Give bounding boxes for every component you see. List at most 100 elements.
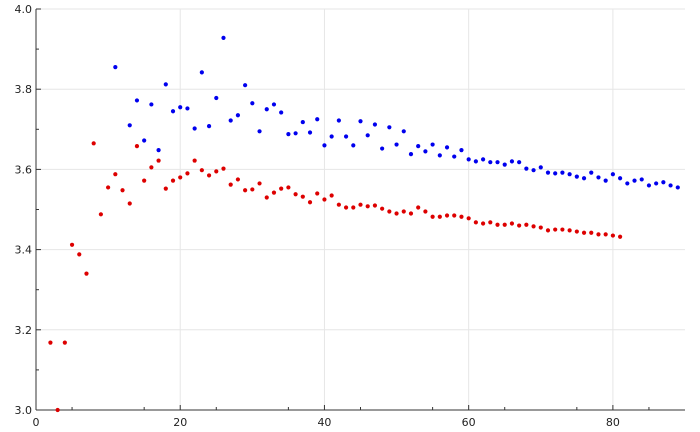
data-point	[408, 211, 414, 216]
data-point	[329, 193, 334, 198]
data-point	[322, 143, 327, 148]
data-point	[185, 171, 190, 176]
y-tick-label: 4.0	[15, 3, 33, 16]
data-point	[610, 233, 615, 238]
data-point	[502, 162, 507, 167]
data-point	[596, 232, 601, 237]
data-point	[271, 190, 277, 195]
data-point	[661, 180, 666, 185]
data-point	[444, 145, 450, 150]
series-1	[113, 35, 680, 190]
data-point	[243, 83, 248, 88]
data-point	[416, 144, 421, 149]
data-point	[307, 200, 313, 205]
data-point	[387, 125, 392, 130]
data-point	[206, 123, 212, 129]
data-point	[84, 271, 89, 276]
data-point	[480, 221, 486, 226]
data-point	[250, 101, 255, 106]
data-point	[509, 159, 515, 164]
data-point	[401, 129, 406, 134]
data-point	[365, 133, 370, 138]
data-point	[134, 144, 140, 149]
data-point	[538, 165, 543, 170]
data-point	[307, 130, 313, 135]
data-point	[199, 168, 204, 173]
data-point	[581, 176, 587, 181]
data-point	[351, 143, 356, 148]
data-point	[553, 227, 558, 232]
data-points	[48, 35, 680, 413]
data-point	[466, 216, 471, 221]
data-point	[178, 105, 183, 110]
data-point	[560, 227, 565, 232]
data-point	[156, 158, 161, 163]
data-point	[149, 102, 154, 107]
data-point	[243, 188, 248, 193]
data-point	[214, 95, 219, 101]
data-point	[473, 159, 478, 164]
data-point	[199, 70, 204, 75]
data-point	[430, 142, 435, 147]
axes	[35, 8, 685, 411]
data-point	[163, 82, 168, 87]
data-point	[459, 214, 464, 219]
data-point	[488, 220, 493, 225]
data-point	[459, 148, 464, 153]
data-point	[192, 158, 197, 163]
x-tick-label: 40	[317, 416, 331, 429]
data-point	[156, 148, 161, 153]
x-tick-label: 20	[173, 416, 187, 429]
data-point	[149, 165, 154, 170]
data-point	[387, 209, 392, 214]
data-point	[517, 223, 522, 228]
data-point	[567, 228, 572, 233]
data-point	[524, 166, 529, 171]
data-point	[495, 222, 500, 227]
x-tick-label: 60	[462, 416, 476, 429]
data-point	[610, 172, 615, 177]
data-point	[336, 118, 341, 123]
data-point	[185, 106, 190, 111]
x-tick-label: 0	[33, 416, 40, 429]
data-point	[127, 123, 132, 128]
data-point	[55, 407, 60, 413]
data-point	[257, 181, 262, 186]
data-point	[322, 197, 327, 202]
data-point	[163, 186, 168, 191]
data-point	[228, 118, 233, 123]
data-point	[596, 175, 601, 180]
grid-lines	[36, 8, 685, 410]
x-tick-label: 80	[606, 416, 620, 429]
data-point	[235, 113, 241, 118]
data-point	[473, 220, 478, 225]
tick-labels: 0 20 40 60 80 3.0 3.2 3.4 3.6 3.8 4.0	[15, 3, 620, 429]
data-point	[106, 185, 111, 190]
y-tick-label: 3.4	[15, 244, 33, 257]
data-point	[560, 170, 565, 175]
data-point	[120, 188, 125, 193]
series-2	[48, 141, 623, 413]
data-point	[423, 209, 428, 214]
data-point	[264, 195, 269, 200]
data-point	[444, 213, 450, 218]
data-point	[574, 174, 579, 179]
data-point	[509, 221, 515, 226]
data-point	[315, 117, 320, 122]
data-point	[625, 181, 630, 186]
data-point	[538, 225, 543, 230]
data-point	[98, 212, 103, 217]
data-point	[228, 182, 233, 187]
data-point	[257, 129, 262, 134]
data-point	[437, 153, 442, 158]
data-point	[264, 107, 269, 112]
data-point	[343, 134, 349, 139]
data-point	[170, 109, 176, 114]
data-point	[480, 157, 486, 162]
data-point	[488, 160, 493, 165]
data-point	[329, 134, 334, 139]
data-point	[452, 154, 457, 159]
y-tick-label: 3.0	[15, 404, 33, 417]
data-point	[581, 230, 587, 235]
